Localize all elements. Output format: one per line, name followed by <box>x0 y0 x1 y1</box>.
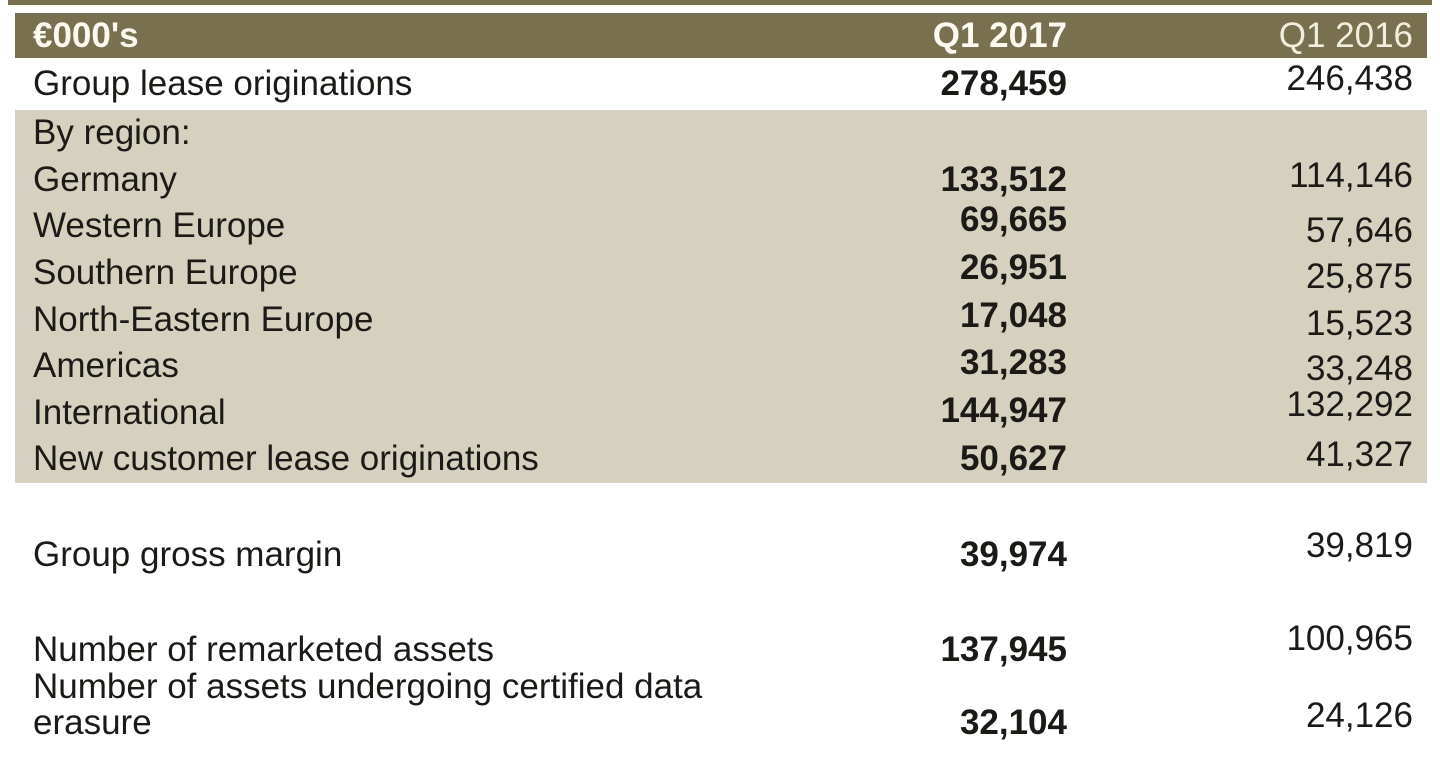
q1-2016-value: 33,248 <box>1305 349 1413 389</box>
q1-2017-value: 17,048 <box>959 295 1067 335</box>
q1-2017-value: 50,627 <box>959 439 1067 479</box>
row-label: North-Eastern Europe <box>33 299 374 339</box>
row-germany: Germany 133,512 114,146 <box>15 155 1427 204</box>
row-southern-europe: Southern Europe 26,951 25,875 <box>15 248 1427 297</box>
q1-2017-value: 144,947 <box>940 390 1067 430</box>
q1-2017-value: 133,512 <box>940 159 1067 199</box>
column-header-q1-2017: Q1 2017 <box>932 15 1067 55</box>
q1-2016-value: 246,438 <box>1286 59 1413 98</box>
row-label: Germany <box>33 159 177 199</box>
row-assets-certified-data-erasure: Number of assets undergoing certified da… <box>15 667 1427 744</box>
financial-summary-table: €000's Q1 2017 Q1 2016 Group lease origi… <box>15 13 1427 744</box>
row-label: By region: <box>33 113 191 153</box>
row-label: Number of assets undergoing certified da… <box>33 666 703 742</box>
row-group-lease-originations: Group lease originations 278,459 246,438 <box>15 58 1427 110</box>
q1-2017-value: 39,974 <box>959 534 1067 574</box>
q1-2016-value: 15,523 <box>1305 303 1413 343</box>
row-number-of-remarketed-assets: Number of remarketed assets 137,945 100,… <box>15 619 1427 669</box>
q1-2016-value: 114,146 <box>1289 155 1413 195</box>
section-spacer <box>15 483 1427 530</box>
row-label: New customer lease originations <box>33 439 539 479</box>
row-americas: Americas 31,283 33,248 <box>15 342 1427 390</box>
q1-2016-value: 100,965 <box>1286 618 1413 658</box>
q1-2017-value: 32,104 <box>959 702 1067 742</box>
row-label: Americas <box>33 346 179 386</box>
q1-2016-value: 24,126 <box>1305 695 1413 735</box>
row-by-region: By region: <box>15 110 1427 157</box>
row-label: Southern Europe <box>33 253 298 293</box>
row-western-europe: Western Europe 69,665 57,646 <box>15 200 1427 251</box>
q1-2017-value: 26,951 <box>959 248 1067 288</box>
row-label: Group gross margin <box>33 534 343 574</box>
row-international: International 144,947 132,292 <box>15 385 1427 437</box>
row-new-customer-lease-originations: New customer lease originations 50,627 4… <box>15 435 1427 483</box>
q1-2017-value: 137,945 <box>940 629 1067 669</box>
row-label: Number of remarketed assets <box>33 629 495 669</box>
row-label: International <box>33 392 226 432</box>
row-label: Western Europe <box>33 206 286 246</box>
row-group-gross-margin: Group gross margin 39,974 39,819 <box>15 526 1427 580</box>
column-header-q1-2016: Q1 2016 <box>1278 15 1413 55</box>
q1-2016-value: 39,819 <box>1305 525 1413 565</box>
q1-2016-value: 25,875 <box>1305 257 1413 297</box>
unit-header: €000's <box>33 15 139 55</box>
q1-2016-value: 132,292 <box>1286 384 1413 424</box>
table-header-row: €000's Q1 2017 Q1 2016 <box>15 13 1427 58</box>
top-rule <box>8 0 1432 5</box>
q1-2017-value: 69,665 <box>959 200 1067 240</box>
q1-2016-value: 41,327 <box>1305 435 1413 475</box>
q1-2017-value: 278,459 <box>940 64 1067 103</box>
row-north-eastern-europe: North-Eastern Europe 17,048 15,523 <box>15 296 1427 343</box>
q1-2016-value: 57,646 <box>1305 211 1413 251</box>
q1-2017-value: 31,283 <box>959 343 1067 383</box>
row-label: Group lease originations <box>33 64 413 103</box>
